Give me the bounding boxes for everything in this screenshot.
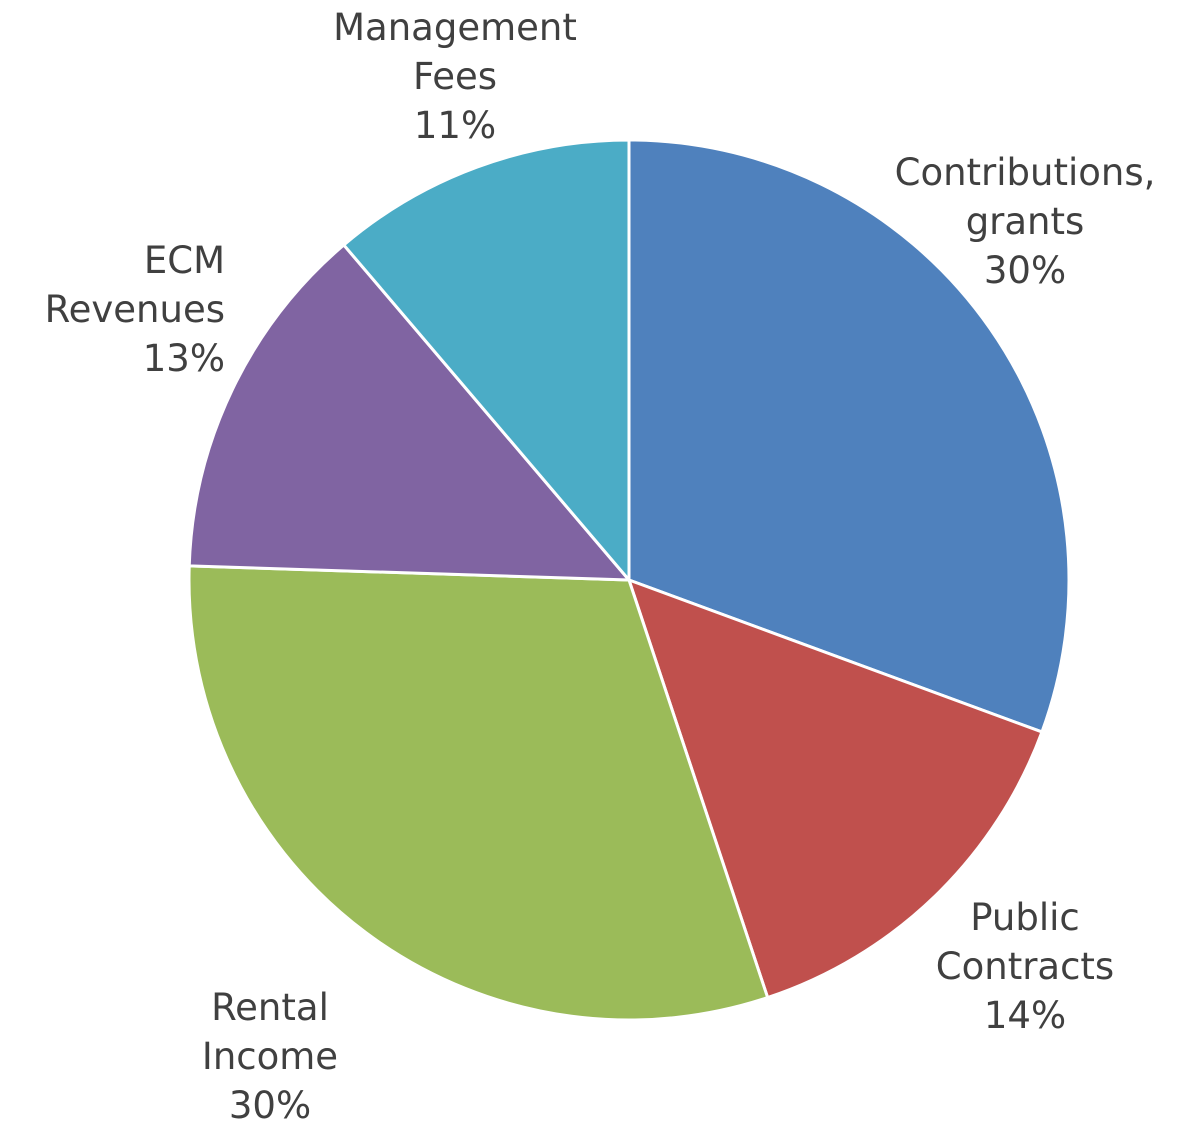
category-label: Rental Income [201, 986, 339, 1078]
category-label: Public Contracts [935, 896, 1115, 988]
value-label: 13% [142, 337, 225, 380]
category-label: ECM Revenues [44, 239, 225, 331]
slice-label: Contributions, grants 30% [875, 148, 1175, 295]
pie-slice [627, 138, 1071, 734]
pie-slice [342, 138, 631, 582]
value-label: 30% [983, 249, 1067, 292]
value-label: 14% [983, 994, 1067, 1037]
value-label: 30% [228, 1084, 312, 1122]
pie-slice [187, 243, 631, 582]
slice-label: ECM Revenues 13% [5, 236, 225, 383]
value-label: 11% [413, 104, 497, 147]
category-label: Management Fees [333, 6, 577, 98]
slice-label: Management Fees 11% [305, 3, 605, 150]
category-label: Contributions, grants [894, 151, 1156, 243]
slice-label: Rental Income 30% [170, 983, 370, 1122]
pie-slice [627, 578, 1044, 1000]
pie-slice [187, 564, 770, 1022]
slice-label: Public Contracts 14% [905, 893, 1145, 1040]
